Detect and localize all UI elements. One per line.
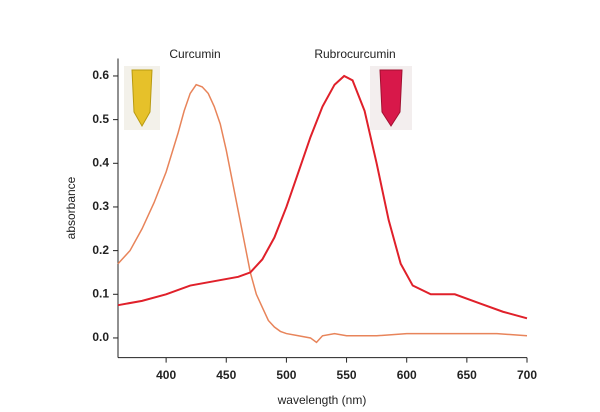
y-tick-label: 0.4 [92,155,109,169]
y-tick-label: 0.3 [92,199,109,213]
y-tick-label: 0.2 [92,243,109,257]
rubrocurcumin-vial [370,66,412,130]
series-line [117,74,528,320]
x-tick-label: 400 [156,368,176,382]
y-tick-label: 0.5 [92,112,109,126]
y-tick-label: 0.6 [92,68,109,82]
y-tick-label: 0.1 [92,286,109,300]
x-tick-label: 450 [216,368,236,382]
x-axis-label: wavelength (nm) [277,393,367,407]
curcumin-vial [124,66,160,130]
x-tick-label: 550 [337,368,357,382]
y-axis-label: absorbance [64,176,78,239]
series-label: Rubrocurcumin [314,47,395,61]
series-label: Curcumin [169,47,220,61]
x-tick-label: 700 [517,368,537,382]
series-line [117,83,528,344]
y-tick-label: 0.0 [92,330,109,344]
x-tick-label: 600 [397,368,417,382]
x-tick-label: 500 [276,368,296,382]
x-tick-label: 650 [457,368,477,382]
